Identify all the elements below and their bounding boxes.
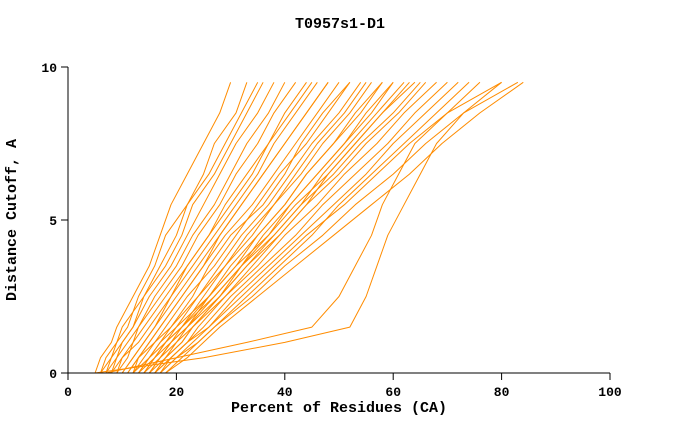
model-curve <box>121 82 318 374</box>
model-curve <box>132 81 416 374</box>
y-axis-label: Distance Cutoff, A <box>4 139 21 301</box>
model-curve <box>159 81 502 374</box>
model-curve <box>143 81 383 374</box>
chart-title: T0957s1-D1 <box>295 16 385 33</box>
model-curve <box>94 82 232 374</box>
model-curve <box>148 81 437 374</box>
x-tick-label: 100 <box>598 385 622 400</box>
model-curve <box>138 82 367 374</box>
model-curve <box>154 82 394 374</box>
model-curve <box>154 81 405 374</box>
x-tick-label: 80 <box>494 385 510 400</box>
model-curve <box>159 81 459 374</box>
x-axis-label: Percent of Residues (CA) <box>231 400 447 417</box>
model-curve <box>116 82 313 374</box>
model-curve <box>127 82 340 374</box>
model-curve <box>100 82 259 374</box>
model-curve <box>127 82 329 374</box>
y-tick-label: 10 <box>41 61 57 76</box>
model-curve <box>110 82 297 374</box>
model-curve <box>105 81 502 374</box>
model-curve <box>148 81 394 374</box>
model-curve <box>105 82 275 374</box>
model-curve <box>138 82 362 374</box>
model-curve <box>143 81 427 374</box>
model-curve <box>138 81 421 374</box>
model-curve <box>95 81 519 374</box>
model-curve <box>154 81 481 374</box>
x-tick-label: 0 <box>64 385 72 400</box>
model-curve <box>110 82 286 374</box>
x-tick-label: 20 <box>169 385 185 400</box>
model-curve <box>165 81 524 374</box>
y-tick-label: 5 <box>49 214 57 229</box>
model-curve <box>132 82 351 374</box>
y-tick-label: 0 <box>49 367 57 382</box>
model-curve <box>132 81 351 374</box>
model-curve <box>143 82 372 374</box>
x-tick-label: 60 <box>385 385 401 400</box>
model-curve <box>105 82 264 374</box>
model-curve <box>165 81 470 374</box>
model-curve <box>100 82 248 374</box>
x-tick-label: 40 <box>277 385 293 400</box>
